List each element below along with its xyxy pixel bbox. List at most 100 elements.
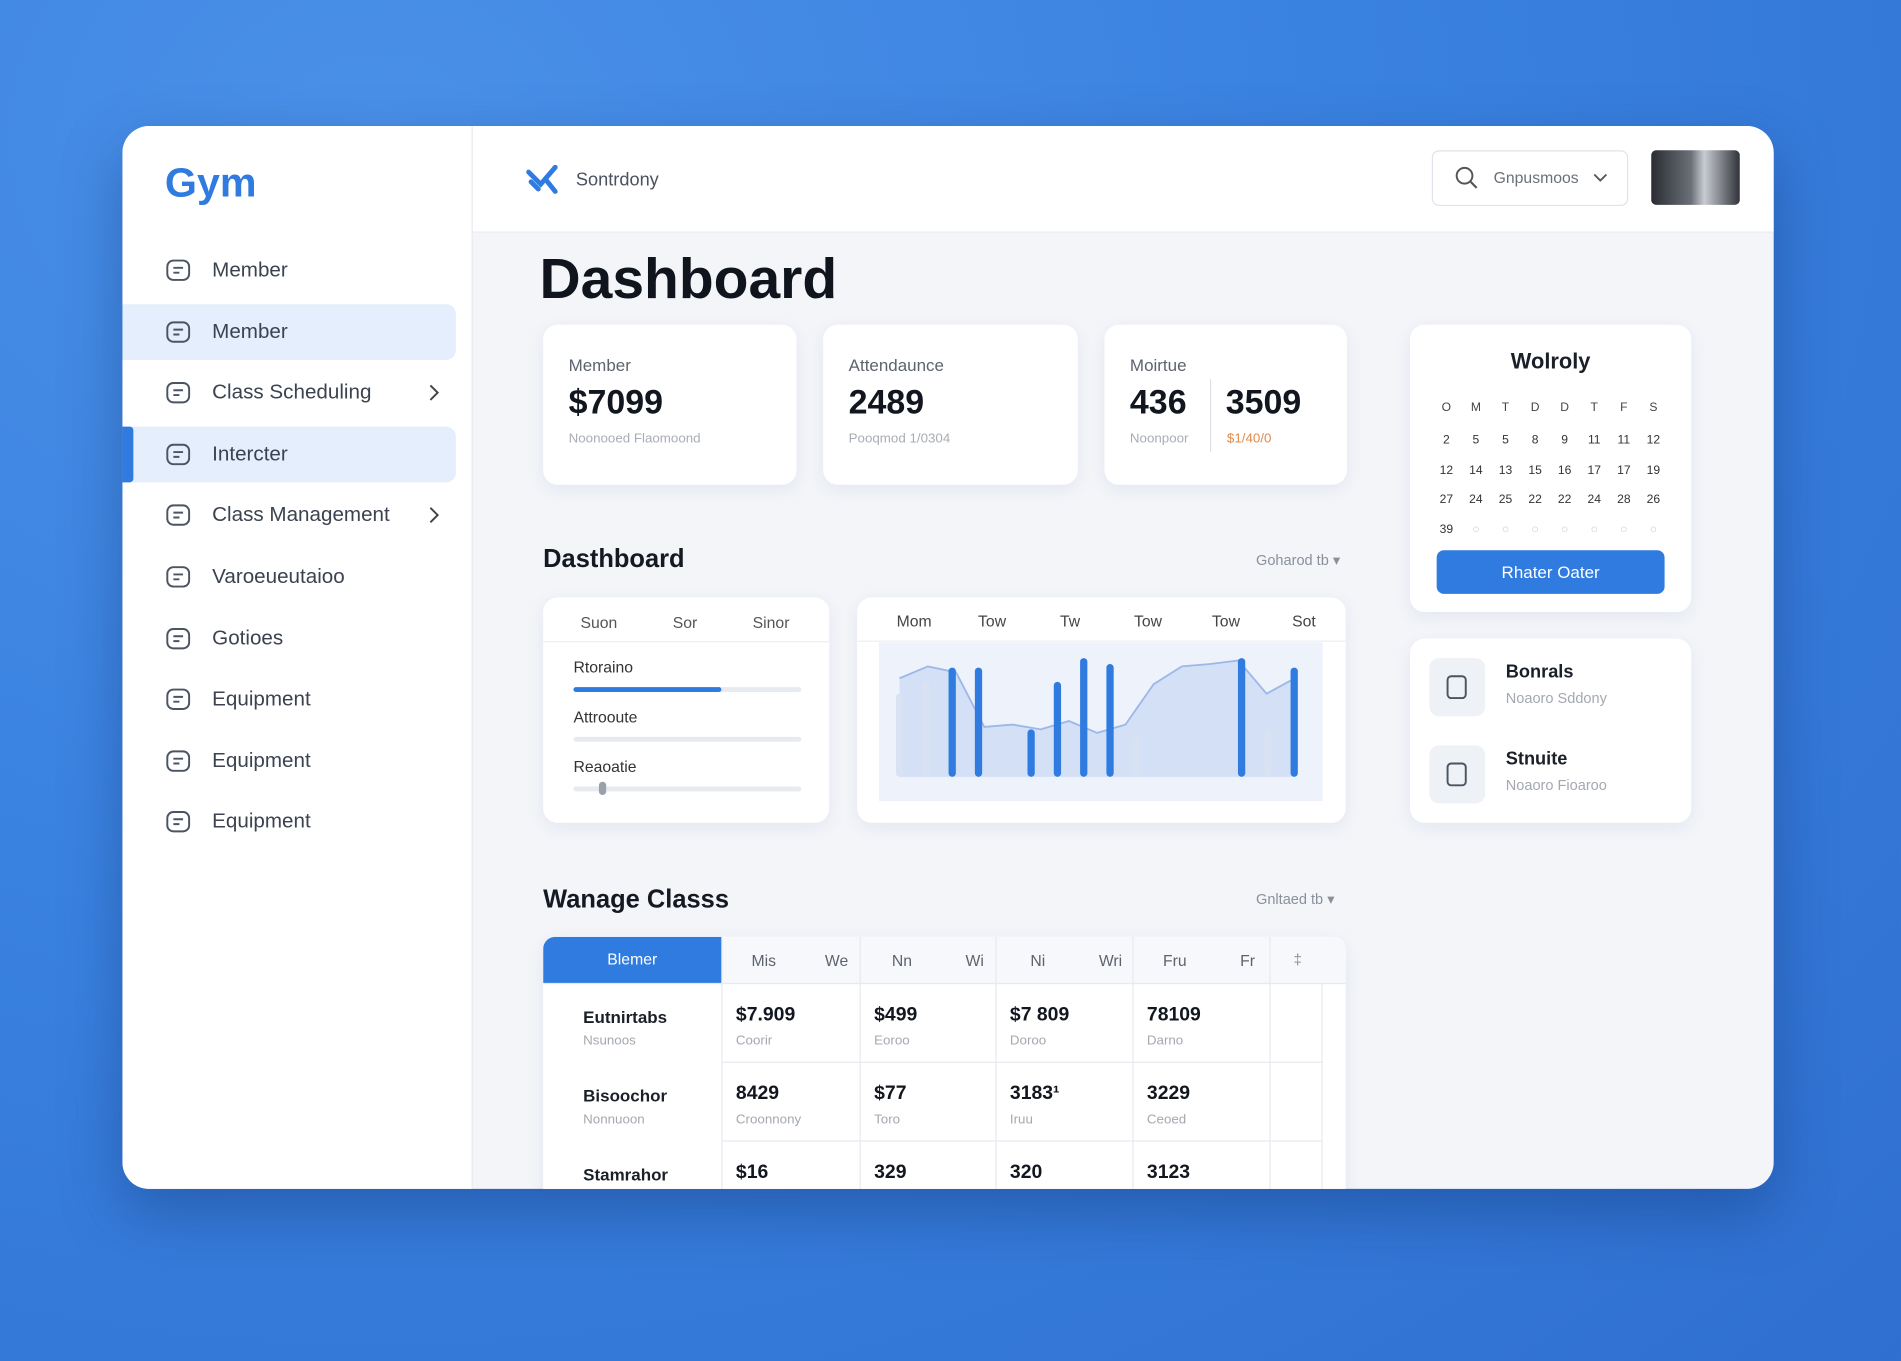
- bar: [1290, 667, 1298, 777]
- cell-value: $499: [874, 1004, 918, 1026]
- progress-label: Rtoraino: [573, 658, 634, 677]
- progress-track: [573, 786, 802, 792]
- filter[interactable]: Goharod tb ▾: [1256, 551, 1341, 569]
- bar: [974, 667, 983, 777]
- nav-item[interactable]: Gotioes: [122, 610, 455, 666]
- nav-item[interactable]: Equipment: [122, 733, 455, 789]
- calendar-day: 27: [1439, 493, 1454, 507]
- tab-divider: [543, 641, 830, 643]
- nav-item[interactable]: Member: [122, 303, 456, 360]
- nav-item[interactable]: Equipment: [122, 672, 455, 728]
- cell-value: 3183¹: [1009, 1083, 1060, 1105]
- link-icon[interactable]: [1429, 745, 1486, 804]
- header-label[interactable]: Wi: [965, 951, 984, 970]
- calendar-day: 25: [1498, 493, 1513, 507]
- cell-sub: Coorir: [735, 1033, 773, 1049]
- nav-icon: [166, 443, 191, 465]
- nav-item[interactable]: Member: [122, 242, 455, 298]
- logo: Gym: [164, 159, 257, 207]
- icon-shape: [166, 320, 191, 343]
- cell-sub: Croonnony: [735, 1112, 802, 1128]
- nav-label: Intercter: [212, 442, 288, 466]
- icon-shape: [166, 443, 191, 465]
- bar: [1264, 729, 1272, 777]
- nav-icon: [166, 688, 191, 711]
- header-label[interactable]: Nn: [891, 951, 913, 970]
- calendar-day: 19: [1646, 463, 1661, 478]
- icon-shape: [166, 811, 191, 833]
- cell-value: $16: [735, 1162, 769, 1183]
- weekday: D: [1530, 401, 1540, 415]
- top-bar: Sontrdony Gnpusmoos: [472, 126, 1774, 233]
- header-label[interactable]: Wri: [1098, 951, 1123, 970]
- link-icon[interactable]: [1429, 658, 1486, 717]
- nav-item[interactable]: Class Scheduling: [122, 365, 455, 421]
- calendar-day: 26: [1646, 493, 1661, 507]
- column-divider: [1321, 982, 1323, 1189]
- row-divider: [721, 1140, 1323, 1142]
- progress-fill: [573, 687, 722, 693]
- cell-value: 78109: [1146, 1004, 1201, 1026]
- bar: [1237, 658, 1246, 777]
- calendar-day: 39: [1439, 523, 1454, 537]
- app-window: Gym Member Member Class Scheduling Intercte…: [122, 126, 1774, 1189]
- avatar[interactable]: [1651, 150, 1740, 205]
- link-title[interactable]: Bonrals: [1505, 661, 1574, 683]
- calendar-day: ○: [1531, 523, 1539, 537]
- cell-sub: Doroo: [1009, 1033, 1047, 1049]
- icon-shape: [173, 634, 184, 642]
- calendar-day: ○: [1649, 523, 1658, 537]
- calendar-day: 22: [1557, 493, 1572, 507]
- header-label: ‡: [1293, 951, 1302, 969]
- row-sub: Nonnuoon: [583, 1112, 645, 1128]
- weekday: D: [1560, 401, 1570, 415]
- nav-item[interactable]: Varoeueutaioo: [122, 549, 455, 605]
- tab[interactable]: Suon: [580, 613, 618, 632]
- row-name: Eutnirtabs: [583, 1007, 668, 1027]
- nav-label: Equipment: [212, 810, 311, 834]
- bar: [895, 693, 904, 777]
- icon-shape: [166, 750, 191, 772]
- x-label: Mom: [897, 614, 932, 631]
- row-name: Bisoochor: [583, 1085, 668, 1106]
- icon-shape: [173, 818, 184, 826]
- row-divider: [721, 1061, 1323, 1063]
- x-label: Sot: [1292, 614, 1316, 631]
- cell-sub: Ceoed: [1146, 1112, 1187, 1128]
- tab[interactable]: Sor: [672, 613, 698, 632]
- nav-item[interactable]: Equipment: [122, 794, 455, 850]
- weekday: S: [1649, 401, 1658, 415]
- cell-sub: Iruu: [1009, 1112, 1033, 1128]
- stat-value: 2489: [848, 382, 925, 421]
- calendar-day: 5: [1472, 433, 1480, 448]
- stat-value: $7099: [568, 382, 664, 421]
- stat-note: Noonooed Flaomoond: [568, 431, 701, 446]
- cell-value: $77: [874, 1083, 907, 1105]
- calendar-title: Wolroly: [1510, 349, 1591, 374]
- progress-card: Suon Sor Sinor Rtoraino Attrooute Reaoatie: [543, 597, 830, 823]
- header-label[interactable]: Ni: [1030, 951, 1046, 970]
- icon-shape: [1446, 762, 1467, 787]
- calendar-day: 11: [1587, 433, 1601, 448]
- nav-item[interactable]: Intercter: [122, 426, 456, 483]
- header-label[interactable]: Mis: [751, 951, 777, 970]
- weekday: T: [1590, 401, 1598, 415]
- link-title[interactable]: Stnuite: [1505, 748, 1568, 770]
- bar: [1106, 664, 1114, 777]
- calendar-day: 2: [1442, 433, 1450, 448]
- cell-value: $7 809: [1009, 1004, 1070, 1026]
- header-label[interactable]: We: [824, 951, 849, 970]
- nav-icon: [166, 627, 191, 649]
- active-indicator: [122, 426, 134, 483]
- header-first[interactable]: Blemer: [543, 936, 722, 983]
- calendar-day: 11: [1617, 433, 1631, 448]
- header-label[interactable]: Fr: [1240, 951, 1255, 970]
- filter[interactable]: Gnltaed tb ▾: [1256, 890, 1335, 908]
- stat-value: 3509: [1225, 382, 1302, 421]
- tab[interactable]: Sinor: [752, 613, 790, 632]
- search-box[interactable]: Gnpusmoos: [1431, 150, 1629, 207]
- calendar-button[interactable]: Rhater Oater: [1436, 550, 1665, 594]
- header-label[interactable]: Fru: [1162, 951, 1187, 970]
- nav-item[interactable]: Class Management: [122, 488, 455, 544]
